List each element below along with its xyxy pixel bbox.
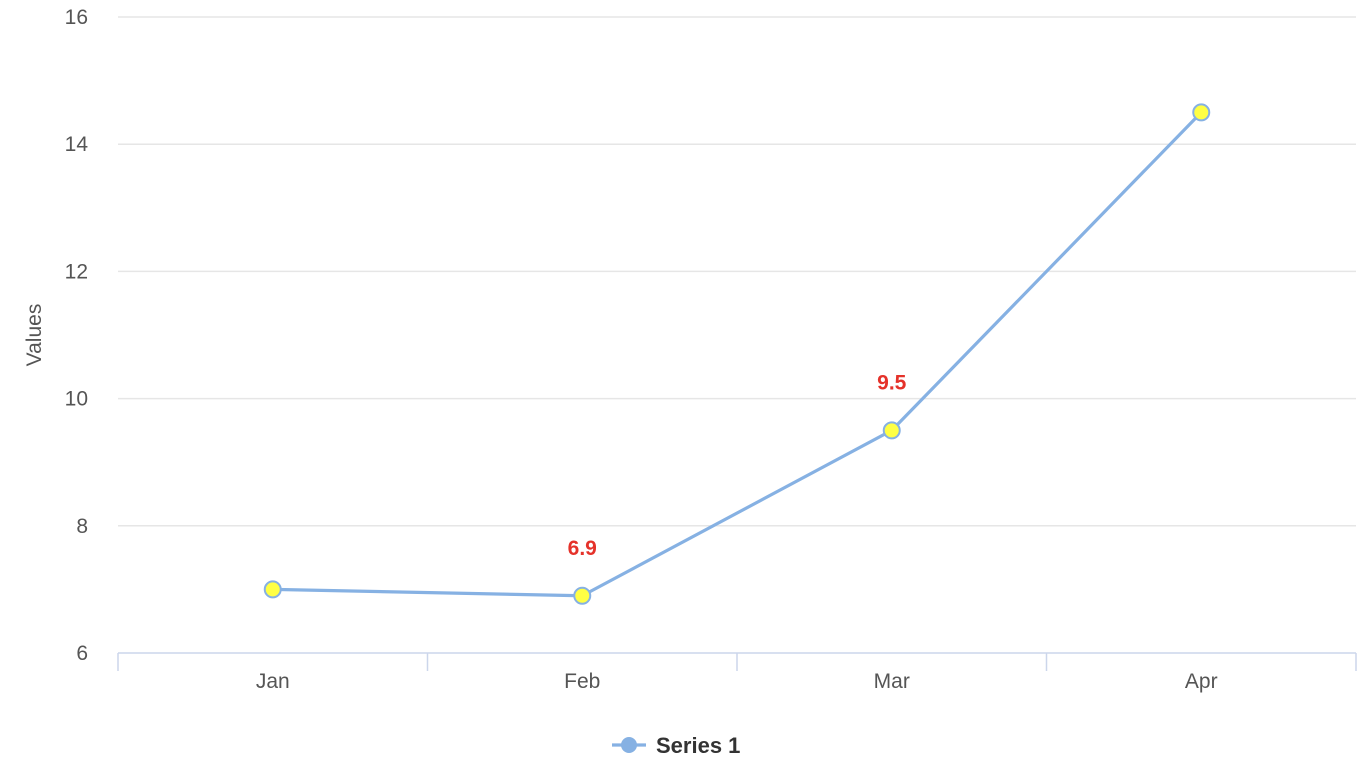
gridlines [118,16,1356,527]
x-tick-label: Apr [1185,670,1218,693]
data-point [882,421,901,440]
x-tick-label: Mar [874,670,910,693]
series-group [263,103,1211,605]
x-tick-label: Feb [564,670,600,693]
y-tick-label: 10 [65,388,88,411]
y-axis-title: Values [23,304,46,367]
y-tick-label: 14 [65,133,89,156]
legend-label: Series 1 [656,733,740,758]
x-tick-label: Jan [256,670,290,693]
legend[interactable]: Series 1 [612,733,740,758]
x-axis [117,652,1357,671]
data-labels: 6.9 9.5 [568,371,907,559]
y-tick-label: 8 [76,515,88,538]
data-label: 6.9 [568,537,597,560]
y-tick-label: 12 [65,260,88,283]
legend-marker [621,737,637,753]
y-axis-labels: 6 8 10 12 14 16 [65,6,89,665]
x-axis-labels: Jan Feb Mar Apr [256,670,1218,693]
y-tick-label: 16 [65,6,88,29]
data-point [263,580,282,599]
data-point [1192,103,1211,122]
data-label: 9.5 [877,371,907,394]
series-line [271,110,1203,598]
y-tick-label: 6 [76,642,88,665]
data-point [573,586,592,605]
